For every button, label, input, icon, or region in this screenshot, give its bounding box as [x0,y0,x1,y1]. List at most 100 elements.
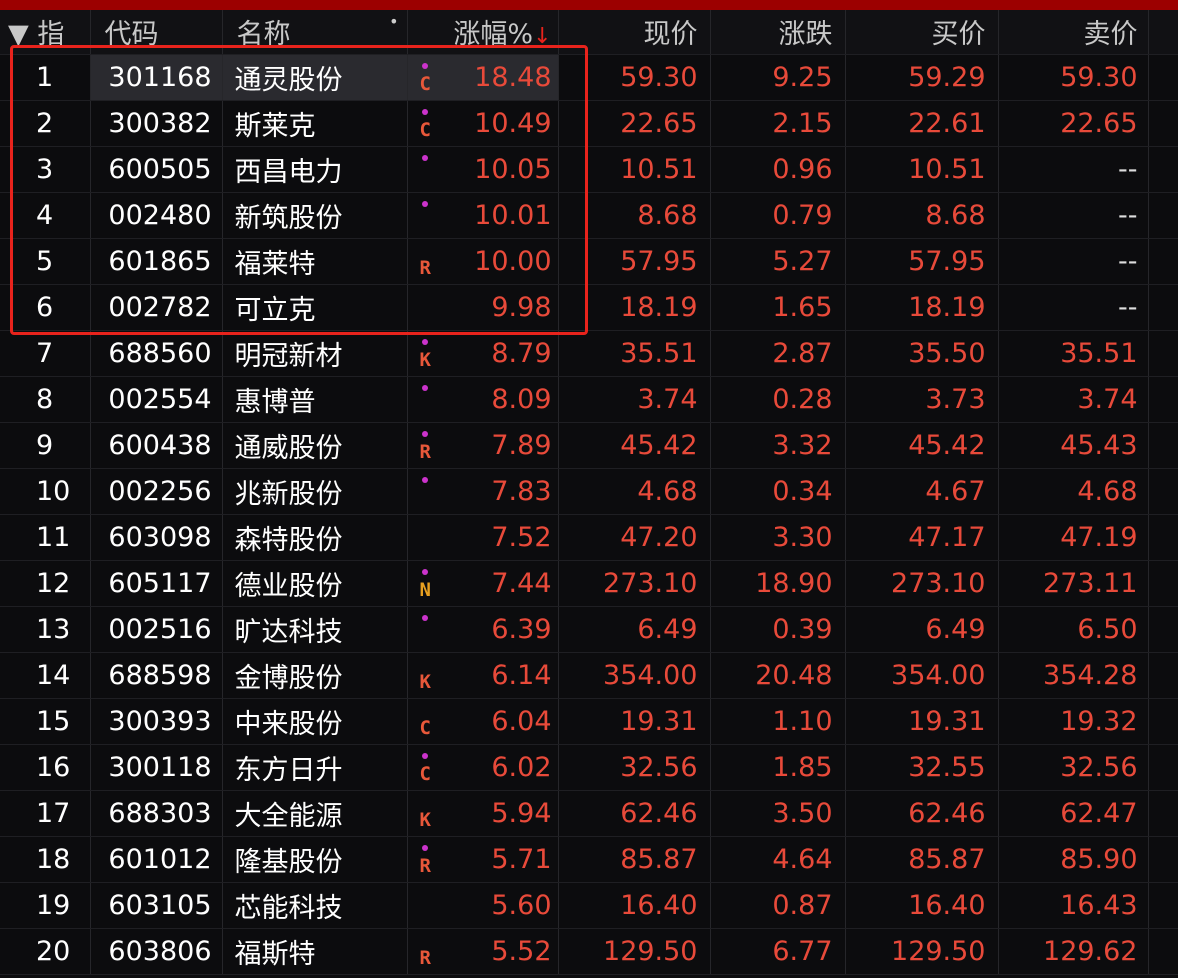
table-row[interactable]: 16 300118 东方日升 C 6.02 32.56 1.85 32.55 32.56 [0,744,1178,791]
bid-price: 32.55 [845,744,999,791]
extra-cell [1148,192,1178,239]
ask-price: 45.43 [998,422,1149,469]
flag-k-icon: K [419,348,431,371]
header-name-label: 名称 [236,19,291,51]
stock-name: 中来股份 [222,698,408,745]
stock-code: 301168 [90,54,223,101]
bid-price: 35.50 [845,330,999,377]
price: 62.46 [558,790,711,837]
header-ask[interactable]: 卖价 [998,10,1149,55]
ask-price: 19.32 [998,698,1149,745]
header-bid[interactable]: 买价 [845,10,999,55]
stock-name: 兆新股份 [222,468,408,515]
flag-c-icon: C [419,762,431,785]
flag-icons [420,889,442,925]
flag-k-icon: K [419,670,431,693]
table-row[interactable]: 7 688560 明冠新材 K 8.79 35.51 2.87 35.50 35.51 [0,330,1178,377]
row-index: 16 [0,744,91,791]
dot-icon [421,568,428,575]
stock-code: 603806 [90,928,223,975]
table-row[interactable]: 1 301168 通灵股份 C 18.48 59.30 9.25 59.29 59.30 [0,54,1178,101]
flag-icons: R [420,843,442,879]
flag-c-icon: C [419,72,431,95]
table-row[interactable]: 9 600438 通威股份 R 7.89 45.42 3.32 45.42 45.43 [0,422,1178,469]
price: 18.19 [558,284,711,331]
row-index: 19 [0,882,91,929]
bid-price: 18.19 [845,284,999,331]
header-index[interactable]: ▼ 指 [0,10,91,55]
stock-code: 603105 [90,882,223,929]
dot-icon [421,844,428,851]
bid-price: 45.42 [845,422,999,469]
sort-desc-arrow-icon: ↓ [533,24,552,50]
row-index: 15 [0,698,91,745]
table-row[interactable]: 20 603806 福斯特 R 5.52 129.50 6.77 129.50 129.62 [0,928,1178,975]
extra-cell [1148,790,1178,837]
table-row[interactable]: 19 603105 芯能科技 5.60 16.40 0.87 16.40 16.43 [0,882,1178,929]
header-change-pct[interactable]: 涨幅%↓ [407,10,559,55]
stock-name: 福斯特 [222,928,408,975]
stock-name: 斯莱克 [222,100,408,147]
change-pct: 5.94 [491,797,552,829]
table-row[interactable]: 4 002480 新筑股份 10.01 8.68 0.79 8.68 -- [0,192,1178,239]
bid-price: 8.68 [845,192,999,239]
dot-icon [421,614,428,621]
change-pct: 8.79 [491,337,552,369]
table-row[interactable]: 11 603098 森特股份 7.52 47.20 3.30 47.17 47.19 [0,514,1178,561]
table-row[interactable]: 18 601012 隆基股份 R 5.71 85.87 4.64 85.87 85.90 [0,836,1178,883]
row-index: 4 [0,192,91,239]
flag-k-icon: K [419,808,431,831]
change-pct-cell: K 5.94 [407,790,559,837]
header-row: ▼ 指 代码 名称 • 涨幅%↓ 现价 涨跌 买价 卖价 [0,10,1178,55]
header-name[interactable]: 名称 • [222,10,408,55]
ask-price: 16.43 [998,882,1149,929]
ask-price: 35.51 [998,330,1149,377]
flag-icons [420,153,442,189]
change-pct: 7.44 [491,567,552,599]
table-row[interactable]: 17 688303 大全能源 K 5.94 62.46 3.50 62.46 62.47 [0,790,1178,837]
table-row[interactable]: 14 688598 金博股份 K 6.14 354.00 20.48 354.00 354.28 [0,652,1178,699]
table-row[interactable]: 8 002554 惠博普 8.09 3.74 0.28 3.73 3.74 [0,376,1178,423]
table-row[interactable]: 3 600505 西昌电力 10.05 10.51 0.96 10.51 -- [0,146,1178,193]
flag-icons: R [420,429,442,465]
extra-cell [1148,468,1178,515]
change-pct-cell: N 7.44 [407,560,559,607]
table-row[interactable]: 12 605117 德业股份 N 7.44 273.10 18.90 273.10 273.11 [0,560,1178,607]
change-pct: 10.01 [474,199,552,231]
price: 4.68 [558,468,711,515]
table-row[interactable]: 13 002516 旷达科技 6.39 6.49 0.39 6.49 6.50 [0,606,1178,653]
change: 2.87 [710,330,846,377]
bid-price: 6.49 [845,606,999,653]
change: 4.64 [710,836,846,883]
stock-code: 601012 [90,836,223,883]
header-price[interactable]: 现价 [558,10,711,55]
dot-icon [421,62,428,69]
row-index: 14 [0,652,91,699]
ask-price: -- [998,192,1149,239]
row-index: 5 [0,238,91,285]
price: 85.87 [558,836,711,883]
table-row[interactable]: 15 300393 中来股份 C 6.04 19.31 1.10 19.31 19.32 [0,698,1178,745]
header-change[interactable]: 涨跌 [710,10,846,55]
change: 0.79 [710,192,846,239]
flag-icons [420,613,442,649]
flag-icons [420,383,442,419]
table-row[interactable]: 10 002256 兆新股份 7.83 4.68 0.34 4.67 4.68 [0,468,1178,515]
stock-code: 600438 [90,422,223,469]
extra-cell [1148,100,1178,147]
header-code[interactable]: 代码 [90,10,223,55]
table-row[interactable]: 6 002782 可立克 9.98 18.19 1.65 18.19 -- [0,284,1178,331]
change: 3.32 [710,422,846,469]
extra-cell [1148,284,1178,331]
table-row[interactable]: 2 300382 斯莱克 C 10.49 22.65 2.15 22.61 22.65 [0,100,1178,147]
stock-code: 601865 [90,238,223,285]
table-row[interactable]: 5 601865 福莱特 R 10.00 57.95 5.27 57.95 -- [0,238,1178,285]
flag-c-icon: C [419,118,431,141]
bid-price: 19.31 [845,698,999,745]
bid-price: 129.50 [845,928,999,975]
change-pct-cell: C 6.04 [407,698,559,745]
stock-name: 森特股份 [222,514,408,561]
row-index: 17 [0,790,91,837]
extra-cell [1148,238,1178,285]
price: 273.10 [558,560,711,607]
